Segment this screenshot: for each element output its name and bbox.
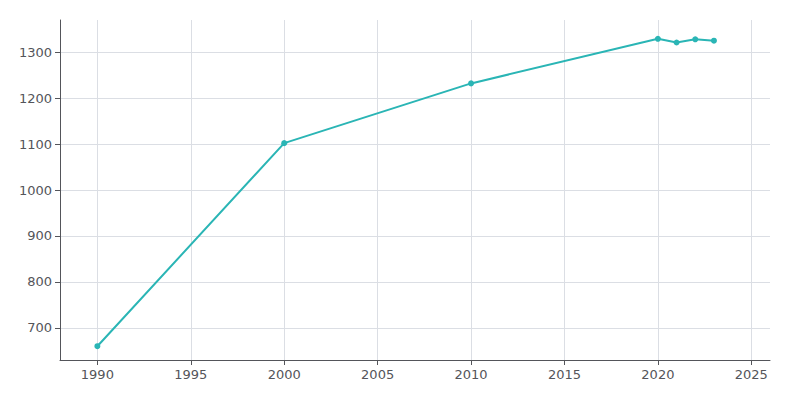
svg-text:2025: 2025 — [735, 367, 768, 382]
svg-text:900: 900 — [27, 228, 52, 243]
svg-text:2010: 2010 — [455, 367, 488, 382]
svg-text:1100: 1100 — [19, 137, 52, 152]
svg-text:700: 700 — [27, 320, 52, 335]
svg-text:1995: 1995 — [174, 367, 207, 382]
svg-text:1990: 1990 — [81, 367, 114, 382]
svg-text:2020: 2020 — [641, 367, 674, 382]
svg-text:1000: 1000 — [19, 183, 52, 198]
svg-text:1200: 1200 — [19, 91, 52, 106]
svg-text:1300: 1300 — [19, 45, 52, 60]
svg-text:2015: 2015 — [548, 367, 581, 382]
svg-text:800: 800 — [27, 274, 52, 289]
svg-text:2000: 2000 — [268, 367, 301, 382]
svg-text:2005: 2005 — [361, 367, 394, 382]
